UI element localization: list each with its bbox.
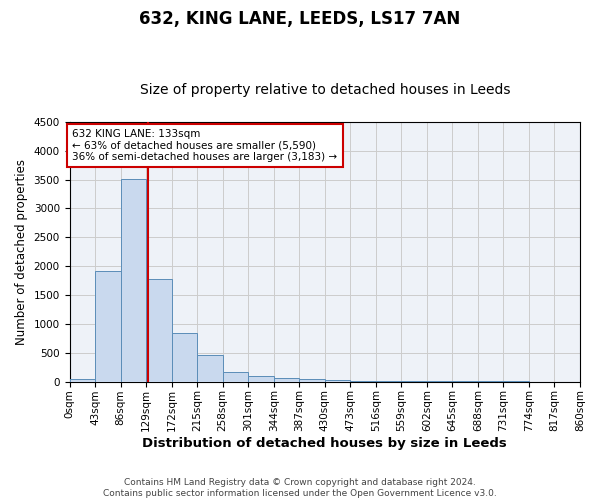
- Bar: [325, 380, 350, 382]
- Bar: [197, 356, 223, 382]
- Bar: [350, 380, 376, 382]
- Bar: [299, 379, 325, 382]
- Text: 632 KING LANE: 133sqm
← 63% of detached houses are smaller (5,590)
36% of semi-d: 632 KING LANE: 133sqm ← 63% of detached …: [73, 128, 338, 162]
- Bar: [146, 279, 172, 382]
- Bar: [121, 179, 146, 382]
- X-axis label: Distribution of detached houses by size in Leeds: Distribution of detached houses by size …: [142, 437, 507, 450]
- Bar: [70, 380, 95, 382]
- Text: Contains HM Land Registry data © Crown copyright and database right 2024.
Contai: Contains HM Land Registry data © Crown c…: [103, 478, 497, 498]
- Bar: [401, 381, 427, 382]
- Bar: [172, 333, 197, 382]
- Y-axis label: Number of detached properties: Number of detached properties: [15, 158, 28, 344]
- Bar: [274, 378, 299, 382]
- Bar: [223, 372, 248, 382]
- Bar: [248, 376, 274, 382]
- Title: Size of property relative to detached houses in Leeds: Size of property relative to detached ho…: [140, 83, 510, 97]
- Text: 632, KING LANE, LEEDS, LS17 7AN: 632, KING LANE, LEEDS, LS17 7AN: [139, 10, 461, 28]
- Bar: [95, 272, 121, 382]
- Bar: [376, 381, 401, 382]
